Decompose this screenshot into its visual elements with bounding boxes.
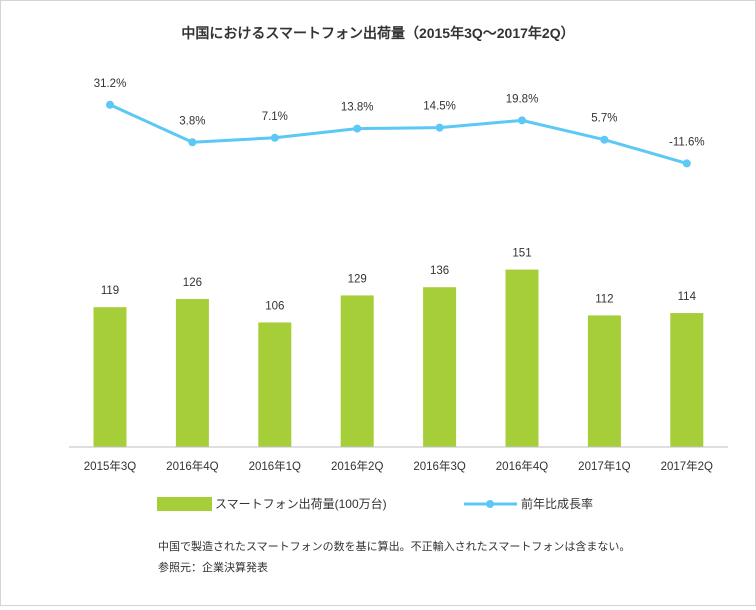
growth-point — [600, 135, 609, 144]
growth-point — [188, 138, 197, 147]
growth-line-series — [106, 100, 691, 168]
bar-data-label: 106 — [265, 300, 284, 312]
growth-data-label: 19.8% — [506, 93, 539, 105]
x-tick-label: 2016年4Q — [166, 459, 218, 473]
legend: スマートフォン出荷量(100万台) 前年比成長率 — [157, 496, 593, 511]
x-axis-tick-labels: 2015年3Q 2016年4Q 2016年1Q 2016年2Q 2016年3Q 2016年… — [84, 459, 713, 473]
bar-data-label: 129 — [348, 273, 367, 285]
bar-data-label: 119 — [101, 285, 119, 297]
legend-label-bar: スマートフォン出荷量(100万台) — [215, 496, 387, 511]
x-tick-label: 2017年1Q — [578, 459, 630, 473]
x-tick-label: 2016年1Q — [249, 459, 301, 473]
growth-point — [106, 100, 114, 109]
bar-data-label: 136 — [430, 265, 449, 277]
bar — [587, 315, 621, 447]
x-tick-label: 2016年3Q — [413, 459, 465, 473]
x-tick-label: 2017年2Q — [661, 459, 713, 473]
bar-data-label: 151 — [512, 248, 531, 260]
bar-series — [93, 269, 704, 447]
growth-point — [682, 159, 691, 168]
growth-data-label: 3.8% — [179, 115, 205, 127]
bar — [423, 287, 457, 447]
x-tick-label: 2015年3Q — [84, 459, 136, 473]
growth-data-label: 14.5% — [423, 101, 456, 113]
growth-data-labels: 31.2% 3.8% 7.1% 13.8% 14.5% 19.8% 5.7% -11.6% — [94, 78, 705, 149]
chart-title: 中国におけるスマートフォン出荷量（2015年3Q～2017年2Q） — [181, 25, 574, 41]
footnote: 中国で製造されたスマートフォンの数を基に算出。不正輸入されたスマートフォンは含ま… — [158, 539, 630, 553]
legend-label-line: 前年比成長率 — [521, 496, 593, 511]
growth-data-label: 5.7% — [591, 113, 617, 125]
bar-data-label: 112 — [595, 293, 613, 305]
x-tick-label: 2016年2Q — [331, 459, 383, 473]
legend-swatch-bar — [157, 497, 212, 511]
growth-data-label: 13.8% — [341, 102, 374, 114]
bar — [175, 298, 209, 447]
bar — [93, 307, 127, 447]
growth-point — [270, 133, 279, 142]
growth-data-label: -11.6% — [669, 136, 705, 148]
bar — [258, 322, 292, 447]
legend-swatch-marker — [486, 500, 494, 508]
bar-data-labels: 119 126 106 129 136 151 112 114 — [101, 248, 697, 313]
growth-point — [435, 123, 444, 132]
bar-data-label: 126 — [183, 277, 202, 289]
bar — [670, 313, 704, 447]
bar — [505, 269, 539, 447]
growth-point — [518, 116, 526, 125]
bar-data-label: 114 — [678, 291, 697, 303]
growth-point — [353, 124, 362, 133]
bar — [340, 295, 374, 447]
x-tick-label: 2016年4Q — [496, 459, 548, 473]
growth-data-label: 31.2% — [94, 78, 127, 90]
growth-data-label: 7.1% — [262, 111, 288, 123]
growth-line — [109, 103, 688, 165]
source-note: 参照元：企業決算発表 — [158, 560, 268, 574]
